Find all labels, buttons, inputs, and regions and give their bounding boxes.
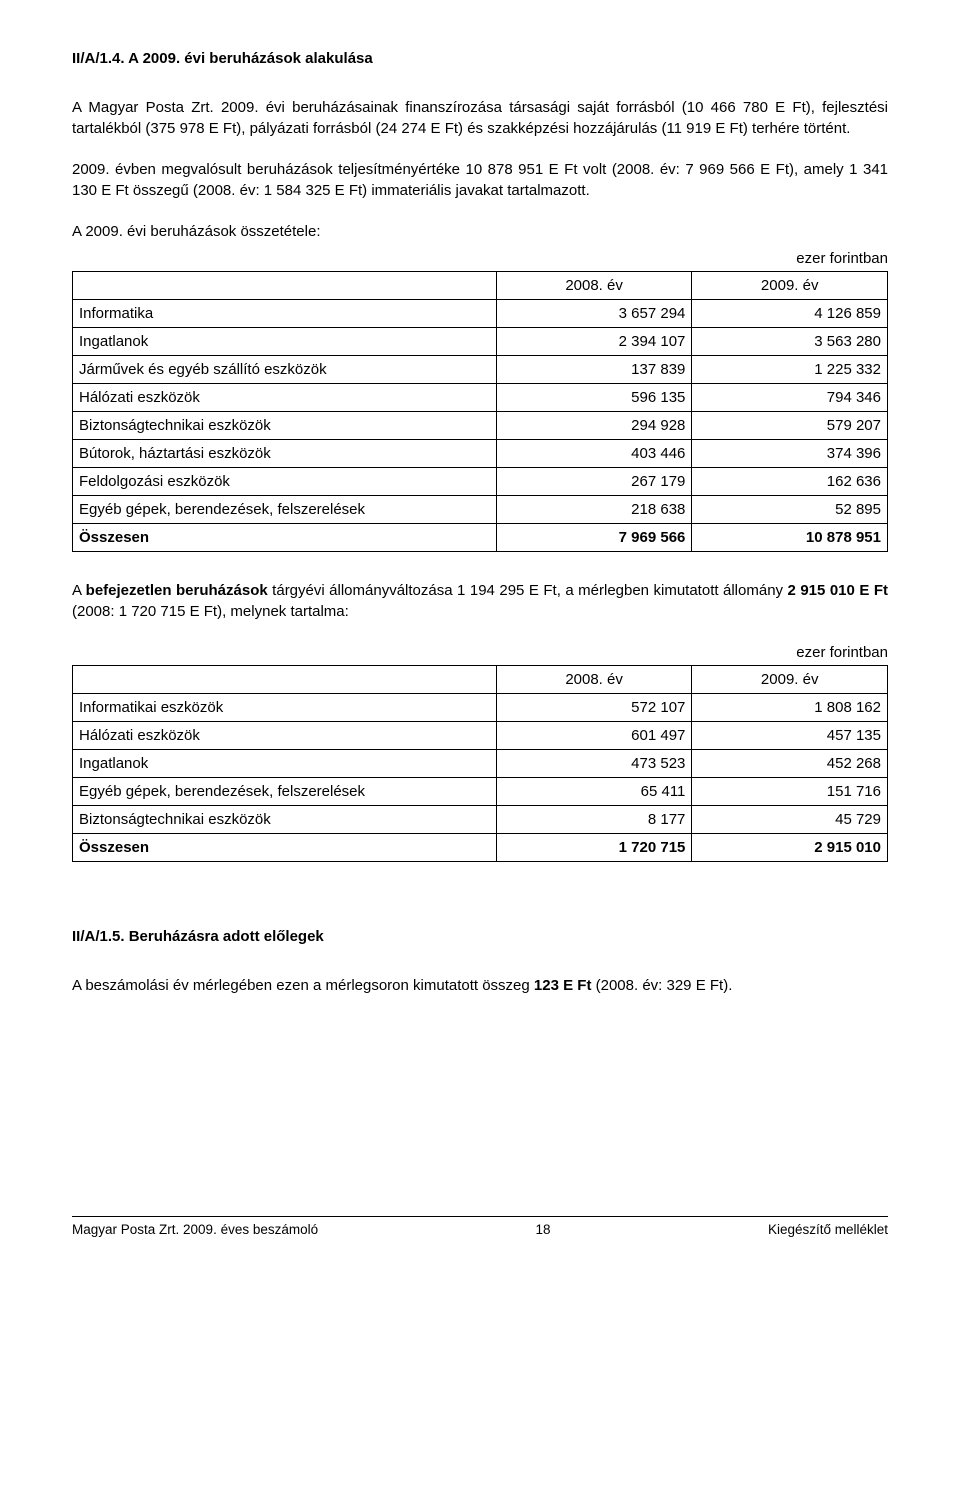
- row-label: Összesen: [73, 524, 497, 552]
- cell-2008: 1 720 715: [496, 834, 692, 862]
- cell-2008: 2 394 107: [496, 328, 692, 356]
- table-row: Összesen7 969 56610 878 951: [73, 524, 888, 552]
- table-row: Ingatlanok2 394 1073 563 280: [73, 328, 888, 356]
- col-header-2008: 2008. év: [496, 666, 692, 694]
- table-header-row: 2008. év 2009. év: [73, 666, 888, 694]
- row-label: Biztonságtechnikai eszközök: [73, 806, 497, 834]
- p3-prefix: A: [72, 582, 86, 599]
- table-row: Bútorok, háztartási eszközök403 446374 3…: [73, 440, 888, 468]
- cell-2008: 8 177: [496, 806, 692, 834]
- table-row: Biztonságtechnikai eszközök294 928579 20…: [73, 412, 888, 440]
- cell-2009: 10 878 951: [692, 524, 888, 552]
- paragraph-3: A befejezetlen beruházások tárgyévi állo…: [72, 580, 888, 622]
- paragraph-1: A Magyar Posta Zrt. 2009. évi beruházása…: [72, 97, 888, 139]
- paragraph-4: A beszámolási év mérlegében ezen a mérle…: [72, 975, 888, 996]
- row-label: Ingatlanok: [73, 750, 497, 778]
- cell-2009: 579 207: [692, 412, 888, 440]
- section-heading-1: II/A/1.4. A 2009. évi beruházások alakul…: [72, 48, 888, 69]
- cell-2009: 3 563 280: [692, 328, 888, 356]
- table-unfinished: 2008. év 2009. év Informatikai eszközök5…: [72, 665, 888, 862]
- p3-bold-1: befejezetlen beruházások: [86, 582, 268, 599]
- table-row: Hálózati eszközök601 497457 135: [73, 722, 888, 750]
- row-label: Hálózati eszközök: [73, 384, 497, 412]
- table-row: Hálózati eszközök596 135794 346: [73, 384, 888, 412]
- cell-2008: 137 839: [496, 356, 692, 384]
- cell-2008: 473 523: [496, 750, 692, 778]
- cell-2008: 65 411: [496, 778, 692, 806]
- cell-2009: 1 808 162: [692, 694, 888, 722]
- cell-2009: 374 396: [692, 440, 888, 468]
- table-row: Informatikai eszközök572 1071 808 162: [73, 694, 888, 722]
- cell-2008: 218 638: [496, 496, 692, 524]
- cell-2009: 162 636: [692, 468, 888, 496]
- page-footer: Magyar Posta Zrt. 2009. éves beszámoló 1…: [72, 1216, 888, 1240]
- table-row: Biztonságtechnikai eszközök8 17745 729: [73, 806, 888, 834]
- unit-label-2: ezer forintban: [72, 642, 888, 663]
- paragraph-2: 2009. évben megvalósult beruházások telj…: [72, 159, 888, 201]
- p3-tail: (2008: 1 720 715 E Ft), melynek tartalma…: [72, 603, 349, 620]
- table-investments: 2008. év 2009. év Informatika3 657 2944 …: [72, 271, 888, 552]
- cell-2008: 572 107: [496, 694, 692, 722]
- p3-bold-2: 2 915 010 E Ft: [788, 582, 888, 599]
- row-label: Bútorok, háztartási eszközök: [73, 440, 497, 468]
- p4-bold: 123 E Ft: [534, 977, 592, 994]
- row-label: Biztonságtechnikai eszközök: [73, 412, 497, 440]
- cell-2009: 1 225 332: [692, 356, 888, 384]
- p4-b: (2008. év: 329 E Ft).: [591, 977, 732, 994]
- cell-2009: 452 268: [692, 750, 888, 778]
- cell-2009: 794 346: [692, 384, 888, 412]
- col-header-blank: [73, 666, 497, 694]
- subheading-1: A 2009. évi beruházások összetétele:: [72, 221, 888, 242]
- p3-rest: tárgyévi állományváltozása 1 194 295 E F…: [268, 582, 788, 599]
- unit-label-1: ezer forintban: [72, 248, 888, 269]
- table-row: Ingatlanok473 523452 268: [73, 750, 888, 778]
- table-row: Egyéb gépek, berendezések, felszerelések…: [73, 496, 888, 524]
- row-label: Egyéb gépek, berendezések, felszerelések: [73, 496, 497, 524]
- cell-2009: 45 729: [692, 806, 888, 834]
- table-row: Informatika3 657 2944 126 859: [73, 300, 888, 328]
- col-header-2009: 2009. év: [692, 666, 888, 694]
- footer-page-number: 18: [536, 1221, 551, 1240]
- row-label: Járművek és egyéb szállító eszközök: [73, 356, 497, 384]
- cell-2008: 294 928: [496, 412, 692, 440]
- row-label: Informatika: [73, 300, 497, 328]
- table-row: Feldolgozási eszközök267 179162 636: [73, 468, 888, 496]
- cell-2009: 457 135: [692, 722, 888, 750]
- row-label: Hálózati eszközök: [73, 722, 497, 750]
- row-label: Informatikai eszközök: [73, 694, 497, 722]
- cell-2008: 267 179: [496, 468, 692, 496]
- footer-right: Kiegészítő melléklet: [768, 1221, 888, 1240]
- cell-2008: 601 497: [496, 722, 692, 750]
- col-header-blank: [73, 272, 497, 300]
- section-heading-2: II/A/1.5. Beruházásra adott előlegek: [72, 926, 888, 947]
- row-label: Egyéb gépek, berendezések, felszerelések: [73, 778, 497, 806]
- p4-a: A beszámolási év mérlegében ezen a mérle…: [72, 977, 534, 994]
- row-label: Összesen: [73, 834, 497, 862]
- cell-2009: 2 915 010: [692, 834, 888, 862]
- table-row: Összesen1 720 7152 915 010: [73, 834, 888, 862]
- table-row: Járművek és egyéb szállító eszközök137 8…: [73, 356, 888, 384]
- cell-2009: 151 716: [692, 778, 888, 806]
- table-header-row: 2008. év 2009. év: [73, 272, 888, 300]
- col-header-2008: 2008. év: [496, 272, 692, 300]
- cell-2008: 596 135: [496, 384, 692, 412]
- cell-2009: 4 126 859: [692, 300, 888, 328]
- cell-2008: 403 446: [496, 440, 692, 468]
- cell-2009: 52 895: [692, 496, 888, 524]
- footer-left: Magyar Posta Zrt. 2009. éves beszámoló: [72, 1221, 318, 1240]
- table-row: Egyéb gépek, berendezések, felszerelések…: [73, 778, 888, 806]
- row-label: Ingatlanok: [73, 328, 497, 356]
- col-header-2009: 2009. év: [692, 272, 888, 300]
- cell-2008: 7 969 566: [496, 524, 692, 552]
- cell-2008: 3 657 294: [496, 300, 692, 328]
- row-label: Feldolgozási eszközök: [73, 468, 497, 496]
